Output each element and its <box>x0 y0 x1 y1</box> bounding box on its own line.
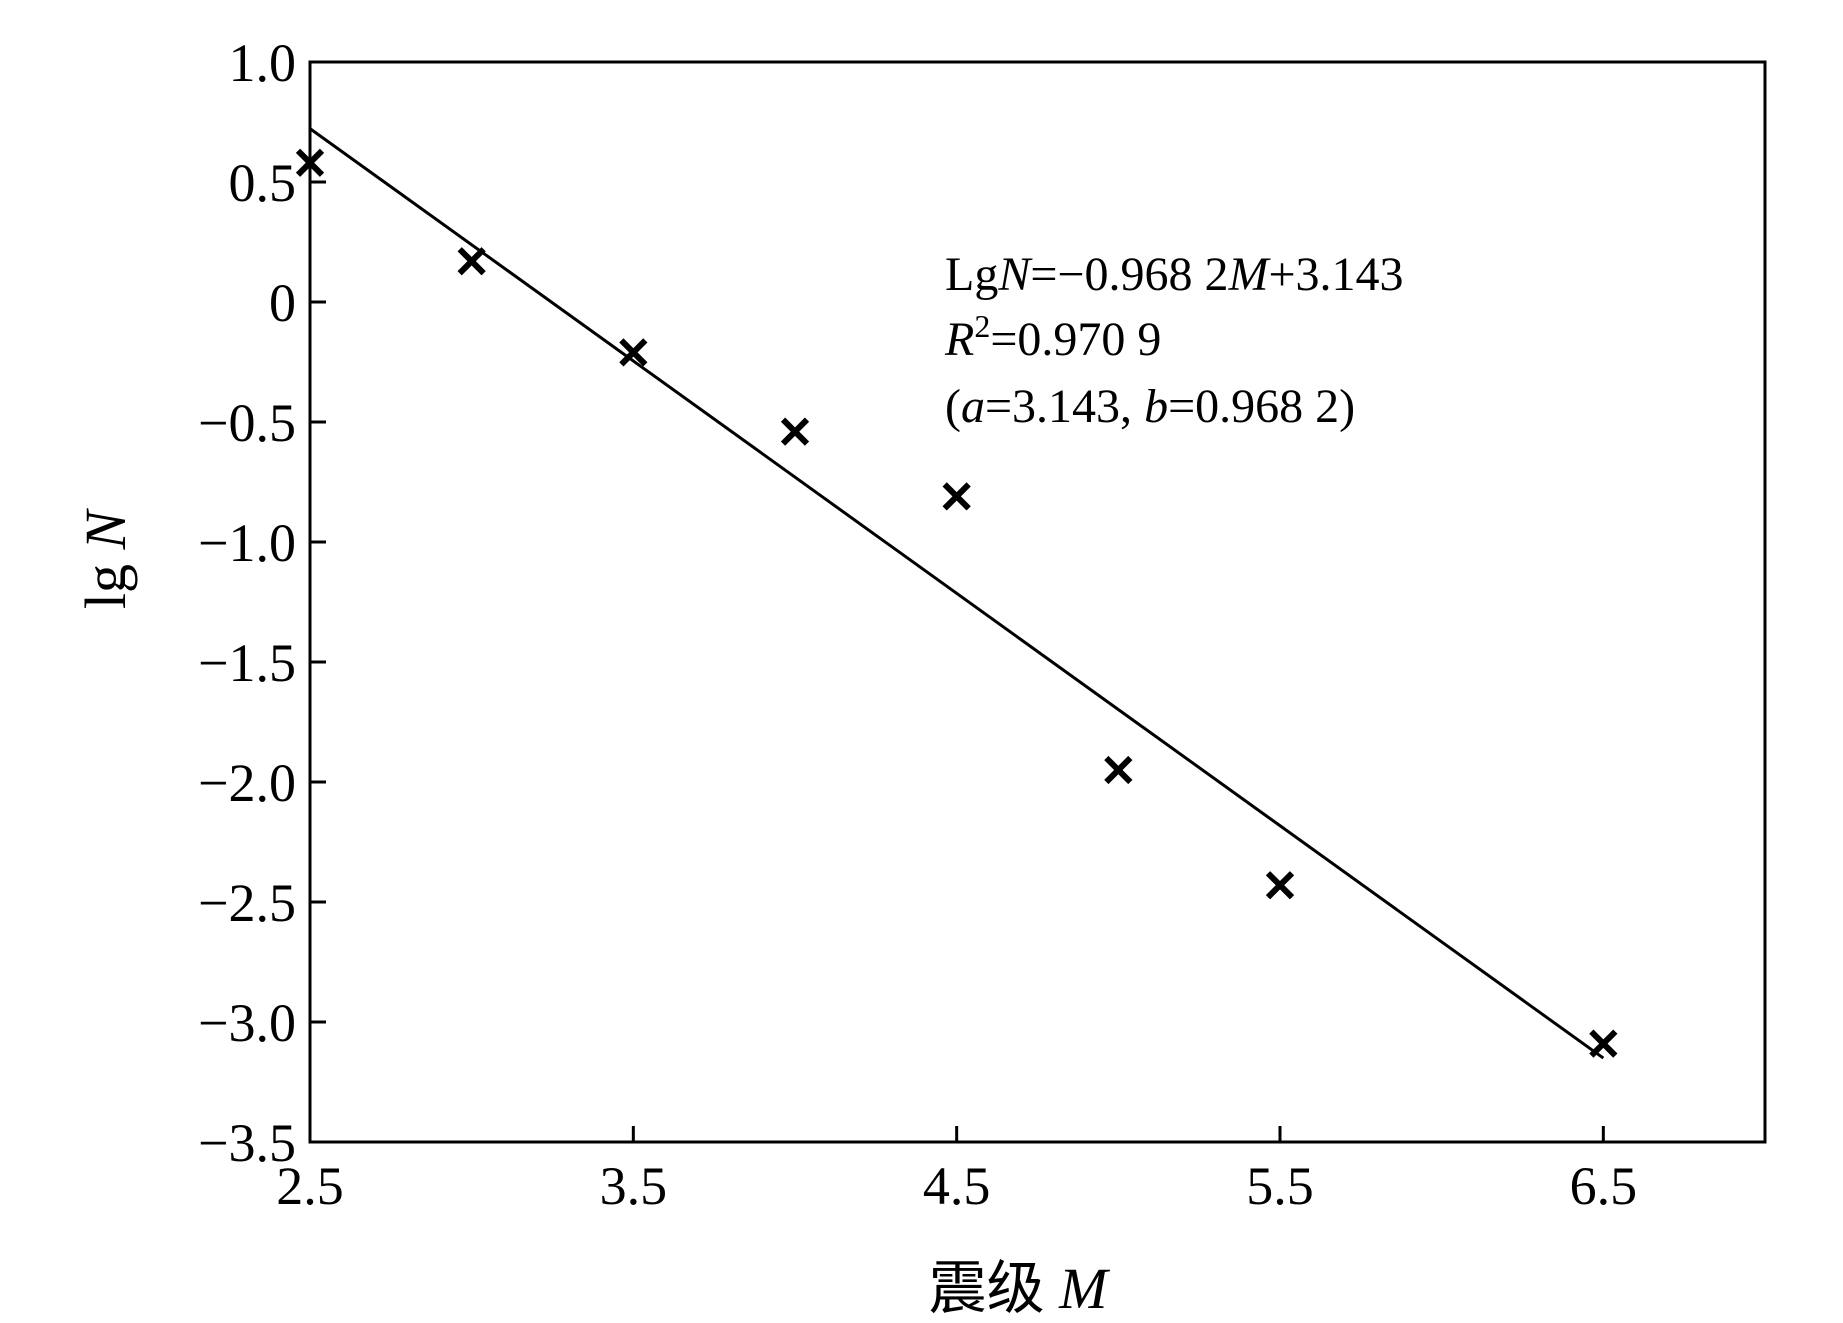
data-point <box>1104 755 1133 785</box>
y-tick-label: −1.5 <box>198 633 296 693</box>
data-point <box>1265 871 1295 900</box>
y-tick-label: −3.5 <box>198 1113 296 1173</box>
x-tick-label: 3.5 <box>600 1156 668 1216</box>
data-point <box>780 417 810 446</box>
y-axis-ticks: 1.0 0.5 0 −0.5 −1.0 −1.5 −2.0 −2.5 −3.0 −3.5 <box>198 33 326 1173</box>
data-point <box>619 338 648 367</box>
y-tick-label: −1.0 <box>198 513 296 573</box>
data-point <box>457 247 486 276</box>
plot-area <box>308 60 1767 1144</box>
x-tick-label: 4.5 <box>923 1156 991 1216</box>
x-tick-label: 6.5 <box>1570 1156 1638 1216</box>
y-axis-title: lg N <box>73 508 138 610</box>
x-tick-label: 5.5 <box>1246 1156 1314 1216</box>
y-tick-label: −0.5 <box>198 393 296 453</box>
y-tick-label: 1.0 <box>229 33 297 93</box>
data-point <box>295 148 325 177</box>
r-squared-annotation: R2=0.970 9 <box>944 308 1161 366</box>
x-axis-ticks: 2.5 3.5 4.5 5.5 6.5 <box>276 1126 1637 1216</box>
x-axis-title: 震级 M <box>929 1256 1111 1321</box>
data-point <box>942 482 971 511</box>
y-tick-label: 0.5 <box>229 153 297 213</box>
data-point <box>1589 1029 1618 1058</box>
y-tick-label: −2.5 <box>198 873 296 933</box>
x-tick-label: 2.5 <box>276 1156 344 1216</box>
data-points <box>295 148 1618 1058</box>
y-tick-label: 0 <box>269 273 296 333</box>
y-tick-label: −3.0 <box>198 993 296 1053</box>
equation-annotation: LgN=−0.968 2M+3.143 <box>945 248 1404 301</box>
regression-line <box>309 127 1605 1060</box>
y-tick-label: −2.0 <box>198 753 296 813</box>
parameters-annotation: (a=3.143, b=0.968 2) <box>945 380 1355 433</box>
